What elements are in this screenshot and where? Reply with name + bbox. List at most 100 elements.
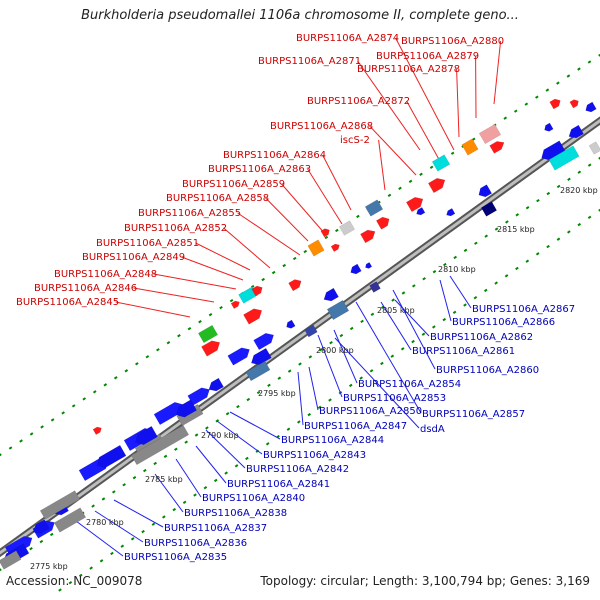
tick-dot — [177, 334, 181, 338]
tick-dot — [234, 464, 239, 468]
leader-line — [380, 301, 412, 351]
gene-feature — [176, 399, 198, 418]
gene-feature — [323, 287, 339, 302]
tick-dot — [111, 490, 116, 494]
gene-feature — [431, 154, 451, 172]
gene-feature — [53, 507, 87, 533]
gene-label-forward: BURPS1106A_A2863 — [208, 164, 311, 175]
gene-label-reverse: BURPS1106A_A2857 — [422, 409, 525, 420]
tick-dot — [298, 362, 302, 366]
tick-dot — [329, 341, 333, 345]
tick-dot — [473, 296, 478, 300]
tick-dot — [194, 433, 199, 437]
gene-label-reverse: BURPS1106A_A2850 — [319, 406, 422, 417]
tick-dot — [92, 390, 97, 394]
tick-dot — [135, 362, 139, 366]
tick-dot — [328, 398, 332, 402]
gene-feature — [0, 550, 22, 570]
gene-feature — [32, 519, 50, 534]
leader-line — [308, 366, 319, 411]
tick-dot — [172, 507, 177, 512]
gene-feature — [304, 324, 318, 338]
gene-label-reverse: BURPS1106A_A2860 — [436, 365, 539, 376]
tick-dot — [419, 172, 423, 176]
leader-line — [237, 212, 301, 256]
leader-line — [297, 371, 304, 426]
gene-feature — [39, 490, 81, 520]
leader-line — [307, 168, 343, 225]
tick-dot — [348, 383, 353, 388]
tick-dot — [324, 235, 329, 240]
tick-label: 2820 kbp — [560, 186, 598, 195]
leader-line — [378, 139, 386, 191]
tick-dot — [567, 230, 571, 234]
tick-dot — [587, 163, 592, 167]
tick-label: 2810 kbp — [438, 265, 476, 274]
gene-feature — [360, 229, 376, 244]
tick-dot — [261, 277, 265, 282]
tick-dot — [143, 468, 147, 473]
tick-dot — [411, 284, 416, 288]
gene-label-reverse: BURPS1106A_A2847 — [304, 421, 407, 432]
tick-dot — [256, 390, 261, 395]
tick-dot — [91, 504, 95, 508]
tick-labels: 2775 kbp 2780 kbp 2785 kbp 2790 kbp 2795 kbp… — [30, 186, 598, 571]
tick-dot — [236, 404, 240, 409]
tick-dot — [0, 453, 2, 457]
gene-feature — [251, 347, 272, 366]
leader-line — [322, 154, 352, 211]
gene-feature — [369, 281, 381, 293]
tick-dot — [29, 547, 33, 551]
tick-dot — [307, 412, 312, 417]
tick-dot — [335, 228, 339, 233]
gene-feature — [326, 299, 350, 321]
tick-dot — [208, 312, 213, 317]
tick-dot — [219, 305, 223, 310]
tick-dot — [124, 369, 129, 373]
tick-dot — [515, 266, 519, 271]
tick-dot — [535, 95, 539, 99]
tick-dot — [308, 355, 313, 359]
gene-feature — [375, 216, 390, 230]
tick-dot — [432, 269, 437, 274]
tick-dot — [49, 532, 54, 537]
tick-dot — [318, 348, 323, 352]
gene-label-reverse: BURPS1106A_A2835 — [124, 552, 227, 563]
tick-dot — [40, 425, 44, 429]
tick-dot — [61, 411, 65, 415]
tick-dot — [556, 81, 560, 85]
tick-dot — [391, 298, 395, 302]
tick-dot — [303, 249, 308, 254]
gene-feature — [320, 228, 330, 238]
tick-dot — [408, 179, 413, 183]
tick-dot — [277, 376, 282, 380]
tick-dot — [566, 74, 571, 78]
tick-dot — [587, 60, 592, 64]
gene-label-reverse: BURPS1106A_A2844 — [281, 435, 384, 446]
gene-feature — [405, 196, 424, 213]
gene-label-forward: BURPS1106A_A2879 — [376, 51, 479, 62]
tick-dot — [577, 67, 581, 71]
leader-line — [493, 40, 502, 105]
leader-line — [205, 429, 246, 469]
tick-dot — [245, 456, 249, 461]
tick-dot — [380, 361, 384, 366]
gene-feature — [227, 347, 250, 366]
gene-feature — [288, 279, 302, 292]
tick-dot — [110, 551, 114, 556]
gene-feature — [130, 424, 190, 466]
leader-line — [195, 445, 227, 484]
gene-feature — [286, 319, 296, 329]
tick-dot — [198, 320, 202, 324]
tick-label: 2775 kbp — [30, 562, 68, 571]
leader-line — [153, 273, 237, 290]
tick-dot — [286, 427, 291, 431]
tick-dot — [224, 471, 228, 475]
gene-feature — [230, 300, 240, 309]
tick-dot — [556, 237, 561, 241]
tick-dot — [141, 529, 145, 534]
gene-label-forward: BURPS1106A_A2849 — [82, 252, 185, 263]
tick-dot — [145, 355, 150, 359]
leader-line — [75, 520, 124, 557]
tick-dot — [29, 432, 34, 436]
